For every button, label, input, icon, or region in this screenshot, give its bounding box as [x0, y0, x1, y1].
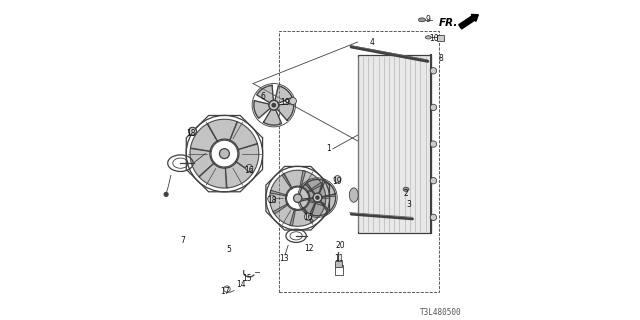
Polygon shape [264, 109, 282, 125]
Text: 15: 15 [243, 274, 252, 283]
Text: 13: 13 [280, 254, 289, 263]
Circle shape [289, 98, 296, 105]
Polygon shape [270, 174, 292, 196]
Polygon shape [307, 180, 323, 194]
Text: 16: 16 [244, 166, 254, 175]
Circle shape [430, 68, 436, 74]
Text: 18: 18 [267, 196, 276, 205]
Circle shape [294, 194, 302, 202]
Polygon shape [275, 86, 292, 103]
Polygon shape [225, 161, 253, 188]
Circle shape [430, 141, 436, 147]
Ellipse shape [349, 188, 358, 202]
Circle shape [430, 178, 436, 184]
Text: 12: 12 [304, 244, 314, 253]
Polygon shape [254, 101, 270, 118]
Text: 4: 4 [369, 38, 374, 47]
Circle shape [220, 149, 229, 159]
Polygon shape [199, 163, 227, 188]
Polygon shape [303, 200, 325, 223]
Polygon shape [236, 144, 259, 173]
Text: 17: 17 [220, 287, 230, 296]
Text: 11: 11 [334, 254, 344, 263]
Polygon shape [300, 198, 316, 214]
Text: 9: 9 [426, 15, 431, 24]
Circle shape [268, 195, 275, 203]
Circle shape [334, 176, 341, 183]
FancyArrow shape [459, 14, 478, 29]
Text: 19: 19 [280, 98, 290, 107]
Polygon shape [277, 103, 294, 120]
Circle shape [164, 193, 168, 196]
Polygon shape [282, 170, 305, 189]
Bar [437, 35, 444, 41]
Polygon shape [307, 182, 326, 206]
Bar [335, 261, 342, 267]
Polygon shape [290, 207, 314, 226]
Circle shape [430, 214, 436, 220]
Text: 2: 2 [404, 189, 408, 198]
Polygon shape [208, 119, 237, 142]
Text: 8: 8 [438, 53, 444, 62]
Text: 6: 6 [260, 92, 265, 101]
Ellipse shape [419, 18, 426, 22]
Text: 19: 19 [332, 177, 341, 186]
Bar [279, 31, 438, 292]
Polygon shape [269, 190, 289, 214]
Polygon shape [300, 171, 323, 193]
Circle shape [316, 196, 319, 199]
Text: 1: 1 [326, 144, 332, 153]
Circle shape [305, 213, 312, 220]
Circle shape [188, 127, 196, 135]
Circle shape [272, 103, 276, 107]
Text: 7: 7 [180, 236, 185, 245]
Polygon shape [312, 201, 328, 216]
Circle shape [269, 100, 278, 110]
Text: 5: 5 [227, 245, 232, 254]
Polygon shape [190, 148, 214, 177]
Bar [335, 265, 343, 275]
Text: T3L480500: T3L480500 [420, 308, 462, 317]
Circle shape [246, 164, 253, 172]
Text: 10: 10 [429, 35, 439, 44]
Polygon shape [191, 124, 218, 151]
Text: 18: 18 [186, 129, 196, 138]
Polygon shape [230, 122, 257, 150]
Polygon shape [273, 204, 296, 226]
Polygon shape [319, 181, 335, 197]
Text: 3: 3 [406, 200, 411, 209]
Text: 14: 14 [236, 280, 246, 289]
Circle shape [313, 193, 322, 202]
Ellipse shape [403, 187, 409, 191]
Text: 20: 20 [335, 241, 345, 250]
Ellipse shape [426, 36, 431, 39]
Text: 16: 16 [303, 213, 313, 222]
Polygon shape [257, 85, 273, 103]
Text: FR.: FR. [438, 18, 458, 28]
Polygon shape [321, 196, 335, 211]
Circle shape [430, 104, 436, 111]
Polygon shape [300, 184, 315, 199]
Bar [358, 55, 431, 233]
